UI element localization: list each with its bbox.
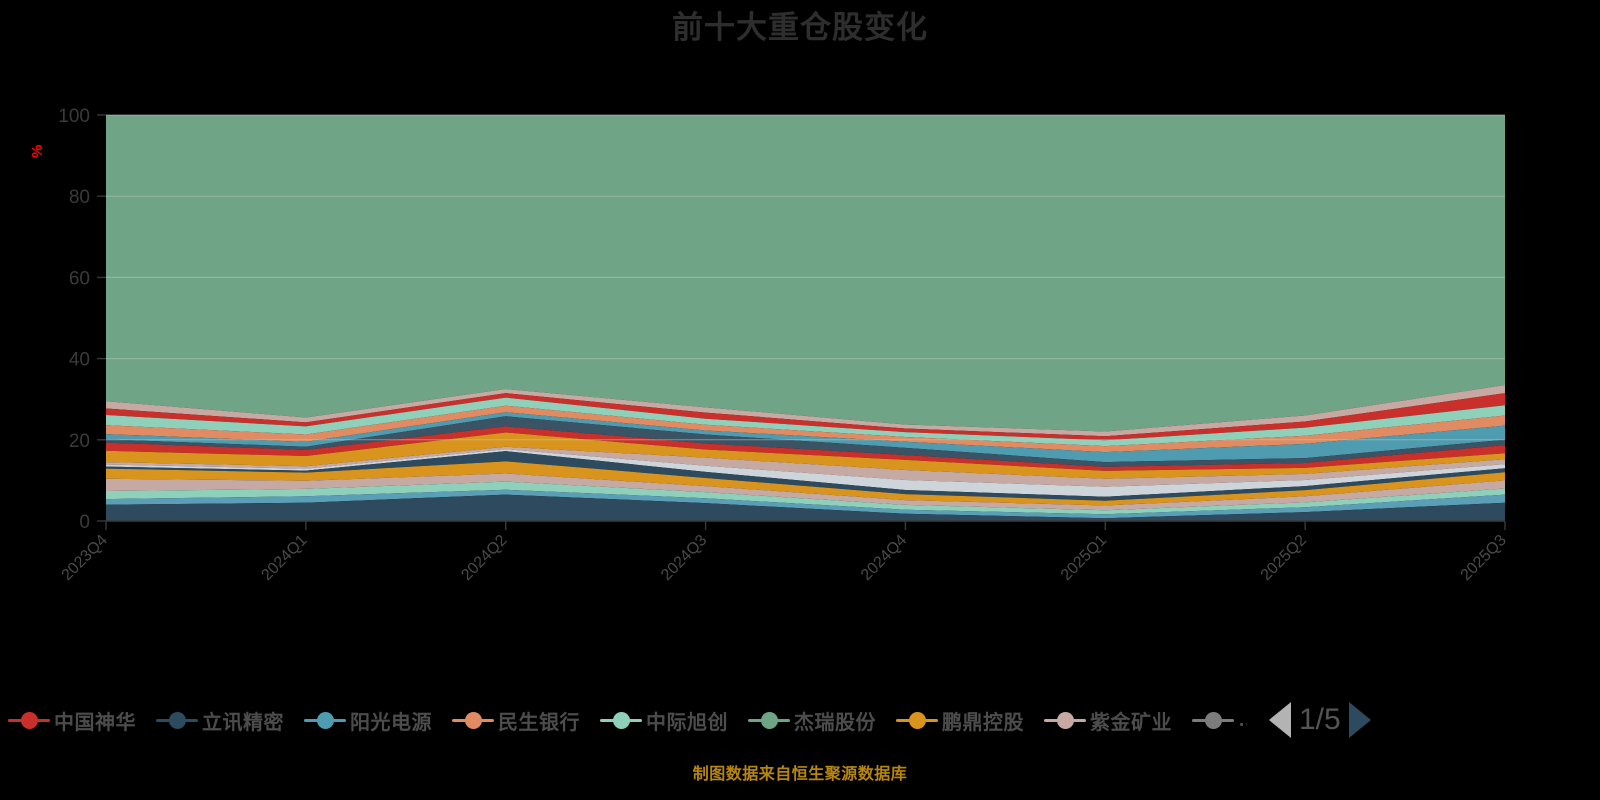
- x-tick-label: 2025Q2: [1258, 532, 1310, 584]
- legend-item[interactable]: 中国神华: [8, 706, 136, 735]
- area-band: [106, 449, 1505, 497]
- legend-item[interactable]: 杰瑞股份: [748, 706, 876, 735]
- legend-item[interactable]: …: [1192, 708, 1247, 732]
- legend-item[interactable]: 鹏鼎控股: [896, 706, 1024, 735]
- area-band: [106, 405, 1505, 453]
- legend-item[interactable]: 紫金矿业: [1044, 706, 1172, 735]
- area-band: [106, 451, 1505, 501]
- area-band: [106, 473, 1505, 511]
- x-axis-group: 2023Q4 2024Q1 2024Q2 2024Q3 2024Q4 2025Q1 2025…: [59, 520, 1510, 584]
- legend-item-label: 阳光电源: [350, 711, 432, 734]
- area-band: [106, 416, 1505, 467]
- legend-item-label: 紫金矿业: [1090, 711, 1172, 734]
- area-band: [106, 412, 1505, 463]
- y-axis-group: 0 20 40 60 80 100: [58, 106, 106, 533]
- area-band: [106, 426, 1505, 471]
- area-band: [106, 494, 1505, 521]
- legend-item[interactable]: 立讯精密: [156, 706, 284, 735]
- legend-marker-icon: [748, 709, 790, 731]
- x-tick-label: 2024Q2: [458, 532, 510, 584]
- x-tick-label: 2025Q3: [1458, 532, 1510, 584]
- legend-marker-icon: [304, 709, 346, 731]
- legend-item[interactable]: 阳光电源: [304, 706, 432, 735]
- legend-marker-icon: [156, 709, 198, 731]
- legend-item-label: 中际旭创: [646, 711, 728, 734]
- y-tick-label: 80: [69, 187, 90, 208]
- area-band: [106, 461, 1505, 506]
- area-series-group: [106, 115, 1505, 521]
- y-tick-label: 40: [69, 350, 90, 371]
- legend-item-label: 立讯精密: [202, 711, 284, 734]
- legend-item-label: 中国神华: [54, 711, 136, 734]
- x-tick-label: 2024Q3: [658, 532, 710, 584]
- legend-item-label: 杰瑞股份: [794, 711, 876, 734]
- legend-marker-icon: [452, 709, 494, 731]
- x-tick-label: 2023Q4: [59, 532, 111, 584]
- x-tick-label: 2025Q1: [1058, 532, 1110, 584]
- area-band: [106, 397, 1505, 447]
- y-tick-label: 100: [58, 106, 90, 127]
- legend-marker-icon: [1192, 709, 1234, 731]
- area-band: [106, 384, 1505, 437]
- legend-marker-icon: [896, 709, 938, 731]
- area-band: [106, 432, 1505, 479]
- legend-prev-arrow-icon[interactable]: [1269, 702, 1291, 738]
- gridlines-group: [106, 114, 1505, 441]
- page-title: 前十大重仓股变化: [672, 10, 928, 45]
- x-tick-label: 2024Q4: [858, 532, 910, 584]
- footer-note: 制图数据来自恒生聚源数据库: [692, 766, 908, 783]
- legend-page-indicator: 1/5: [1299, 703, 1341, 736]
- legend-item-label: …: [1238, 708, 1247, 732]
- area-band: [106, 481, 1505, 515]
- legend-item-label: 鹏鼎控股: [942, 711, 1024, 734]
- legend-marker-icon: [600, 709, 642, 731]
- legend-item[interactable]: 中际旭创: [600, 706, 728, 735]
- y-tick-label: 60: [69, 268, 90, 289]
- legend-marker-icon: [1044, 709, 1086, 731]
- area-band: [106, 446, 1505, 487]
- area-band: [106, 115, 1505, 432]
- y-axis-unit-label: %: [29, 145, 46, 158]
- legend-marker-icon: [8, 709, 50, 731]
- legend-item[interactable]: 民生银行: [452, 706, 580, 735]
- legend-next-arrow-icon[interactable]: [1348, 702, 1371, 738]
- legend-item-label: 民生银行: [498, 711, 580, 734]
- legend-pagination[interactable]: 1/5: [1269, 702, 1371, 738]
- x-tick-label: 2024Q1: [258, 532, 310, 584]
- chart-legend[interactable]: 中国神华 立讯精密 阳光电源 民生银行 中际旭创 杰瑞股份 鹏鼎控股 紫金矿业 … 1/5: [0, 697, 1600, 743]
- y-tick-label: 0: [79, 512, 90, 533]
- y-tick-label: 20: [69, 431, 90, 452]
